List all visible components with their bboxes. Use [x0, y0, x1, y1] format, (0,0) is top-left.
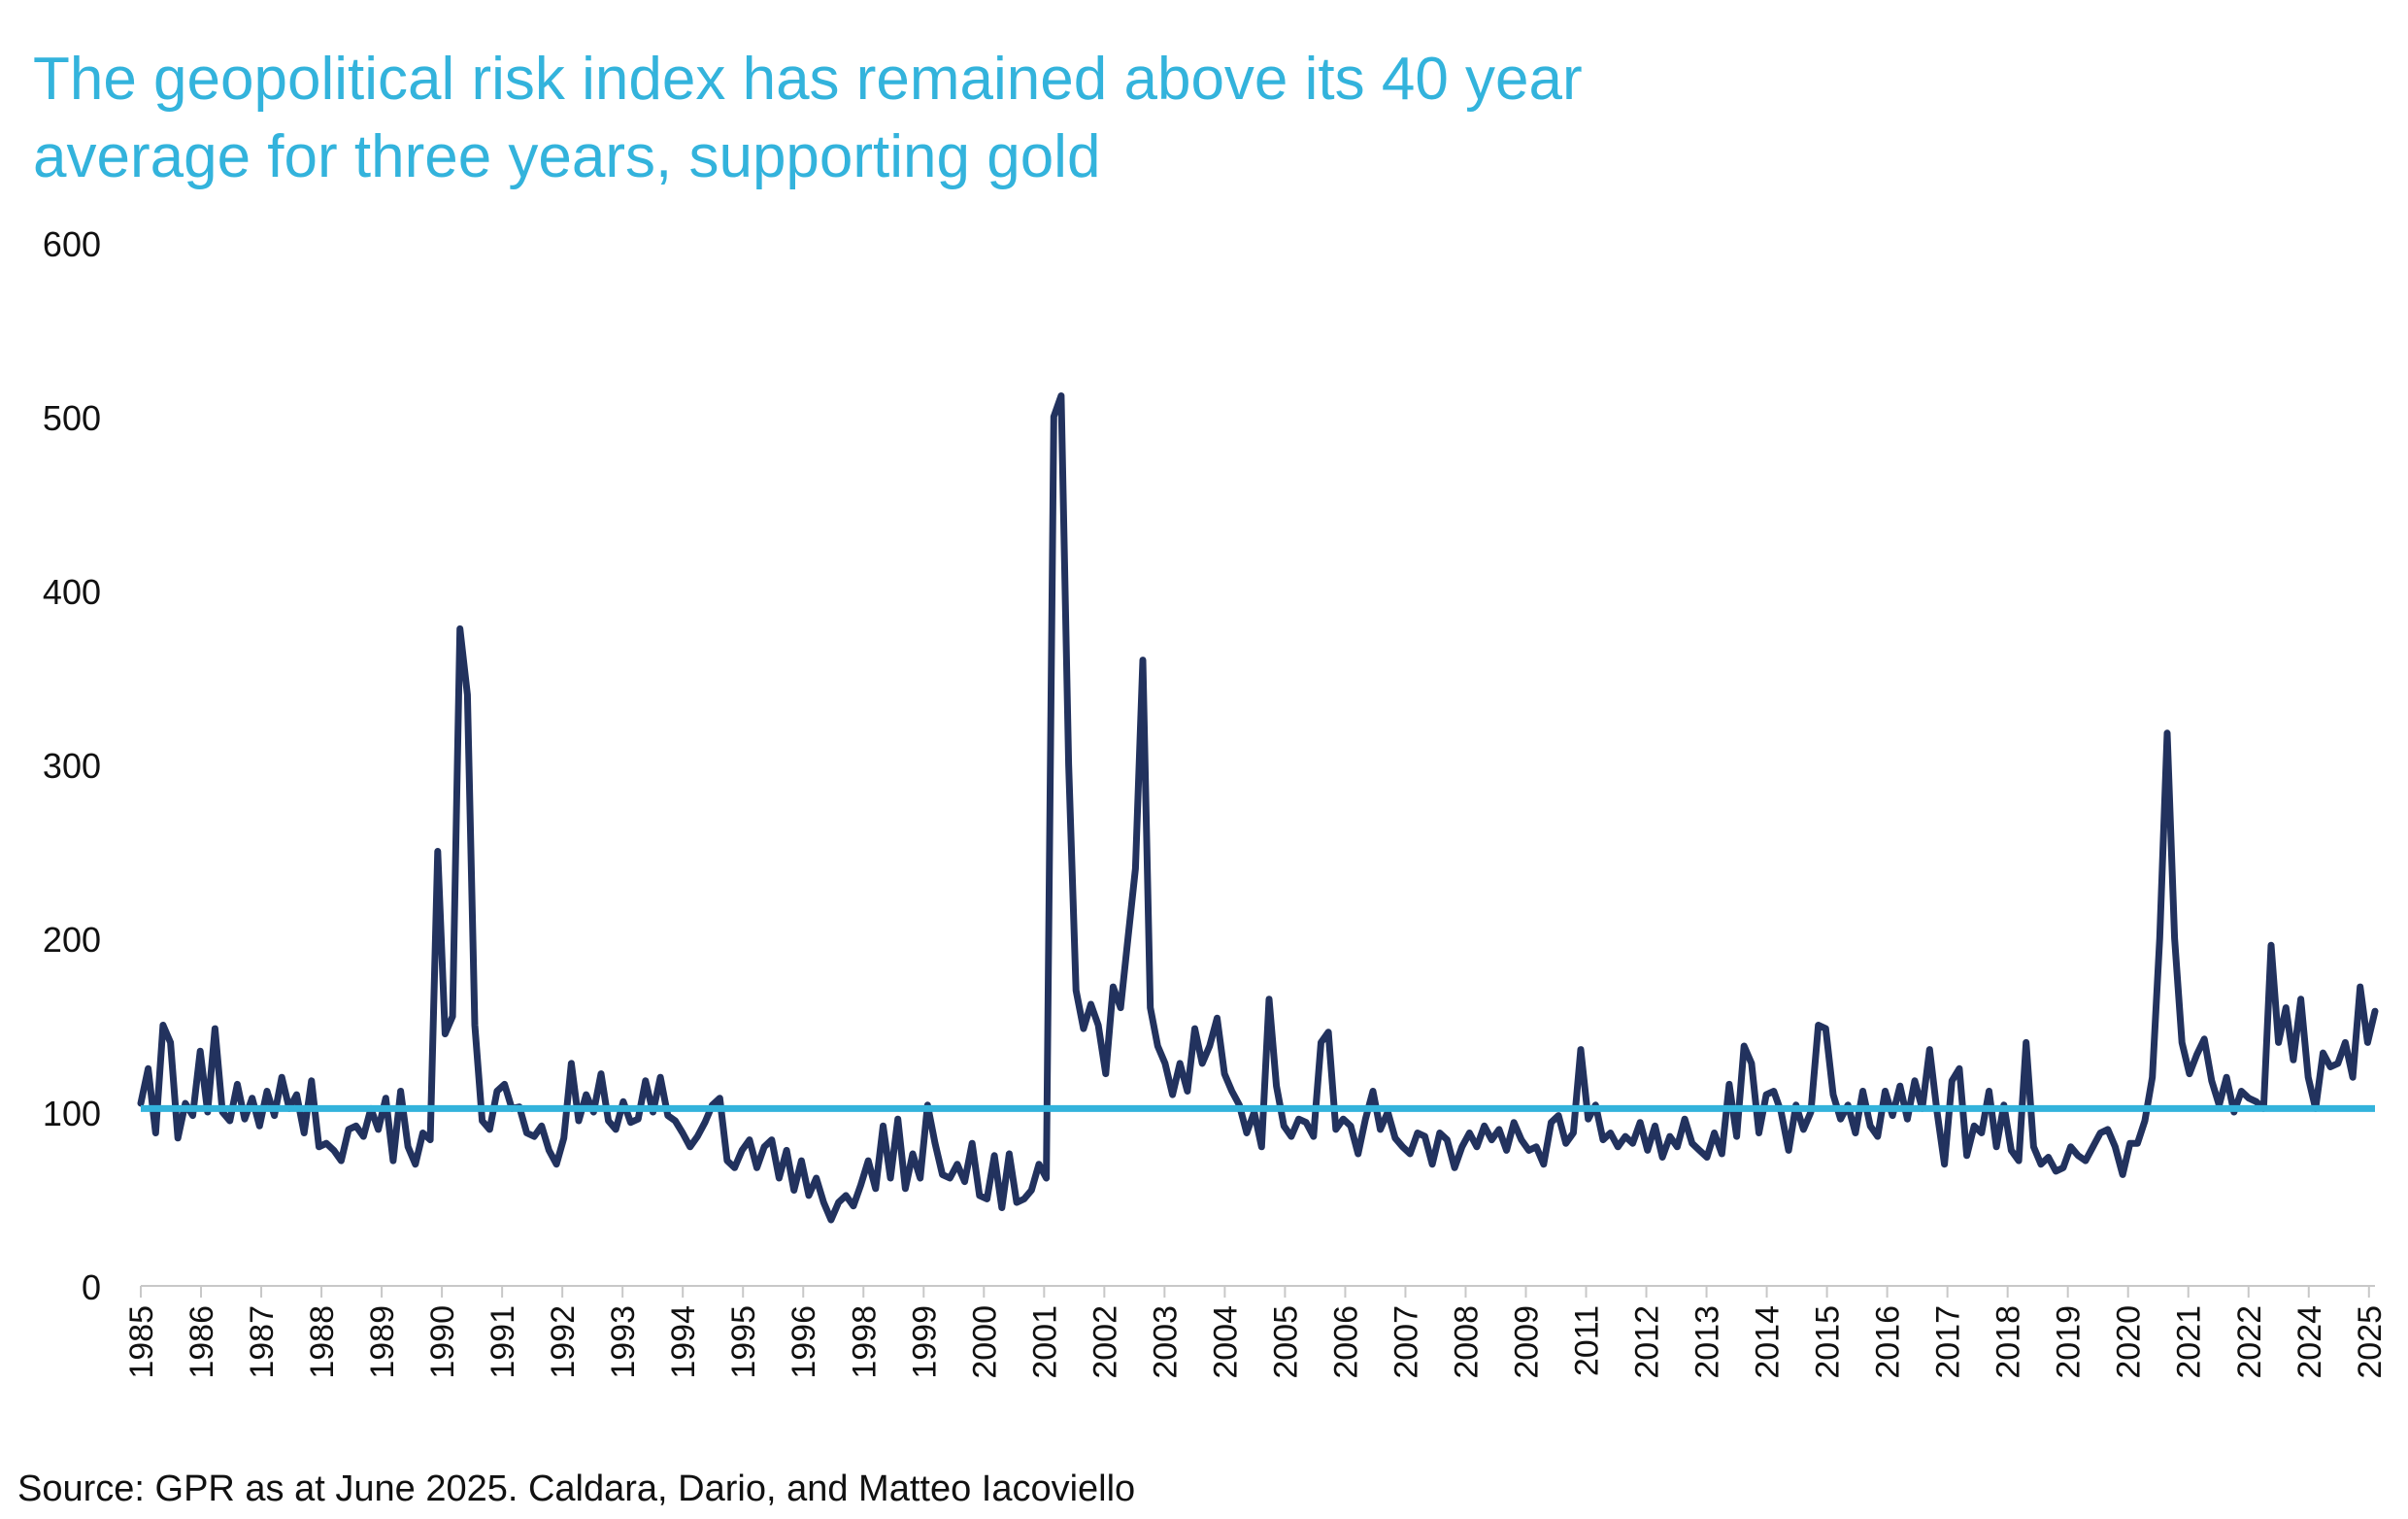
x-tick-label: 1988	[304, 1305, 341, 1379]
gpr-index-line	[137, 392, 2379, 1224]
y-tick-label: 100	[43, 1094, 101, 1133]
x-tick-label: 2021	[2171, 1305, 2208, 1379]
x-tick-label: 2002	[1087, 1305, 1123, 1379]
y-tick-label: 200	[43, 920, 101, 960]
y-axis: 0 100 200 300 400 500 600	[43, 224, 101, 1307]
x-tick-label: 2009	[1508, 1305, 1545, 1379]
x-tick-label: 2001	[1026, 1305, 1063, 1379]
x-tick-label: 2004	[1207, 1305, 1244, 1379]
x-tick-label: 2005	[1267, 1305, 1304, 1379]
x-tick-label: 2012	[1629, 1305, 1666, 1379]
x-tick-label: 1998	[846, 1305, 883, 1379]
x-axis: 1985 1986 1987 1988 1989 1990 1991 1992 1993 1994…	[123, 1285, 2389, 1379]
chart-title-line-2: average for three years, supporting gold	[33, 123, 1101, 190]
chart-title-line-1: The geopolitical risk index has remained…	[33, 46, 1583, 113]
x-tick-label: 1986	[184, 1305, 220, 1379]
x-tick-label: 1993	[605, 1305, 642, 1379]
x-tick-label: 2019	[2051, 1305, 2088, 1379]
x-tick-label: 2000	[966, 1305, 1003, 1379]
x-tick-label: 1985	[123, 1305, 160, 1379]
x-tick-label: 2025	[2352, 1305, 2389, 1379]
y-tick-label: 0	[82, 1267, 101, 1307]
x-tick-label: 2024	[2291, 1305, 2328, 1379]
x-tick-label: 1987	[244, 1305, 281, 1379]
x-tick-label: 2011	[1569, 1305, 1606, 1376]
y-tick-label: 400	[43, 572, 101, 612]
source-note: Source: GPR as at June 2025. Caldara, Da…	[17, 1468, 1136, 1509]
x-tick-label: 1996	[786, 1305, 822, 1379]
x-tick-label: 2006	[1327, 1305, 1364, 1379]
x-tick-label: 2020	[2111, 1305, 2148, 1379]
x-tick-label: 2008	[1448, 1305, 1485, 1379]
series-layer	[137, 392, 2379, 1224]
x-tick-label: 2003	[1147, 1305, 1184, 1379]
x-tick-label: 1989	[364, 1305, 401, 1379]
y-tick-label: 600	[43, 224, 101, 264]
x-tick-label: 2013	[1689, 1305, 1726, 1379]
x-tick-label: 1995	[725, 1305, 762, 1379]
x-tick-label: 2014	[1750, 1305, 1787, 1379]
y-tick-label: 500	[43, 398, 101, 438]
x-tick-label: 1991	[485, 1305, 521, 1379]
x-tick-label: 2007	[1388, 1305, 1424, 1379]
x-tick-label: 1990	[424, 1305, 461, 1379]
x-tick-label: 2017	[1930, 1305, 1967, 1379]
x-tick-label: 1999	[906, 1305, 943, 1379]
x-tick-label: 2016	[1870, 1305, 1907, 1379]
x-tick-label: 1994	[665, 1305, 702, 1379]
chart-title: The geopolitical risk index has remained…	[33, 41, 2266, 196]
x-tick-label: 2015	[1810, 1305, 1847, 1379]
x-tick-label: 2018	[1990, 1305, 2027, 1379]
x-tick-label: 2022	[2231, 1305, 2268, 1379]
x-tick-label: 1992	[545, 1305, 582, 1379]
y-tick-label: 300	[43, 746, 101, 786]
